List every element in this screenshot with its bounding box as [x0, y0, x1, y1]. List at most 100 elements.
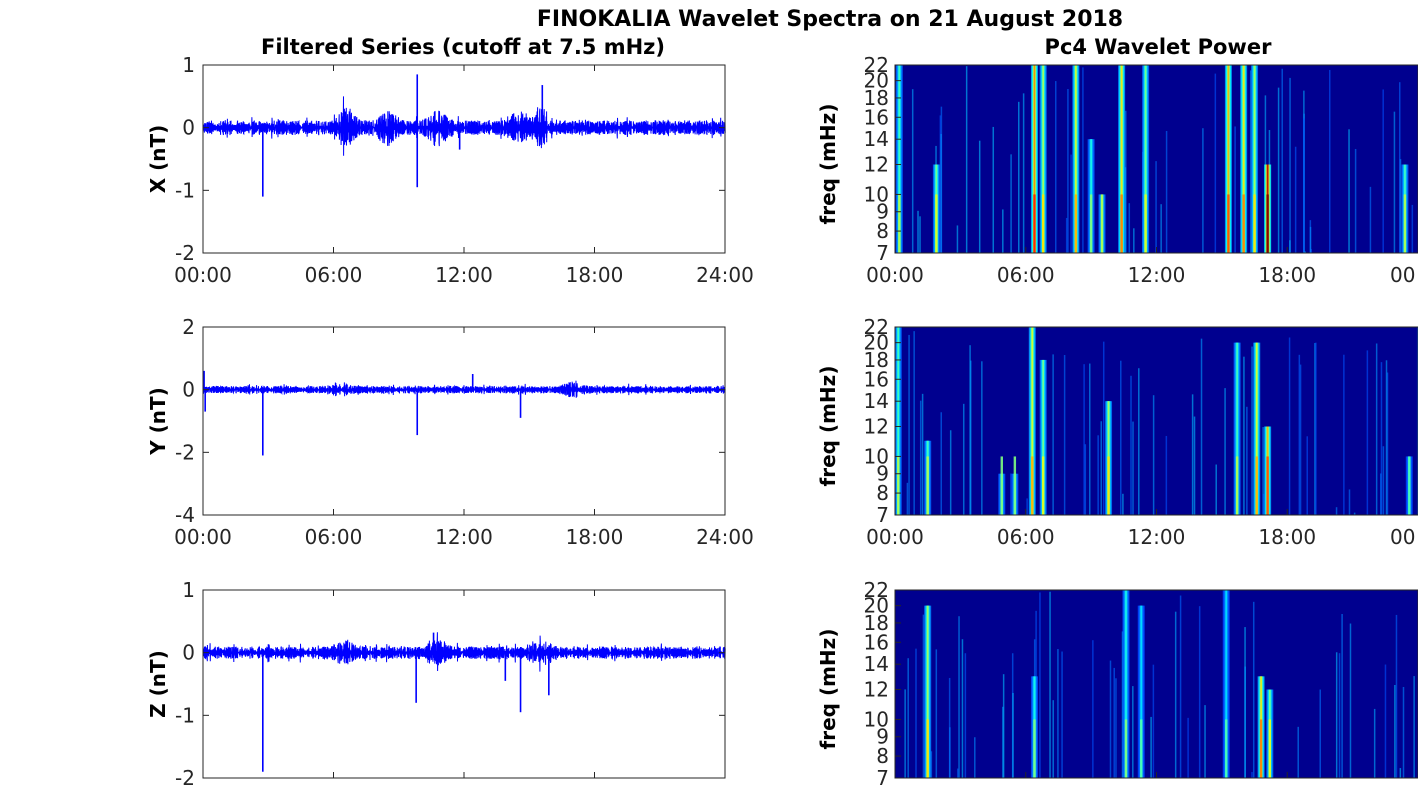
heatmap-streak — [1125, 590, 1127, 778]
y-tick-label: -2 — [175, 241, 195, 265]
heatmap-cell — [1299, 364, 1302, 515]
heatmap-cell — [1215, 464, 1217, 515]
heatmap-cell — [919, 216, 921, 253]
heatmap-cell — [1277, 87, 1280, 254]
heatmap-cell — [1049, 591, 1051, 778]
heatmap-streak — [897, 327, 900, 515]
heatmap-streak — [1253, 65, 1256, 253]
series-line — [202, 380, 726, 398]
y-tick-label: 8 — [876, 744, 889, 768]
heatmap-cell — [1335, 652, 1338, 778]
heatmap-streak-core — [1140, 719, 1143, 778]
heatmap-cell — [1394, 684, 1396, 778]
heatmap-cell — [1138, 368, 1140, 515]
x-tick-label: 00:00 — [866, 525, 924, 549]
heatmap-streak-core — [1013, 456, 1017, 515]
heatmap-cell — [1386, 372, 1389, 515]
heatmap-cell — [1070, 154, 1072, 253]
heatmap-cell — [1191, 394, 1194, 515]
heatmap-streak-core — [898, 194, 901, 253]
heatmap-cell — [974, 737, 976, 778]
heatmap-cell — [1214, 73, 1217, 253]
y-tick-label: 14 — [864, 652, 889, 676]
y-tick-label: -4 — [175, 503, 195, 527]
y-tick-label: 12 — [864, 678, 889, 702]
heatmap-streak — [1255, 342, 1258, 515]
heatmap-streak-core — [1031, 456, 1034, 515]
x-tick-label: 18:00 — [1258, 525, 1316, 549]
heatmap-cell — [1304, 251, 1307, 253]
heatmap-streak-core — [1235, 456, 1239, 515]
heatmap-cell — [921, 393, 924, 515]
heatmap-cell — [948, 677, 951, 778]
y-tick-label: 0 — [182, 641, 195, 665]
heatmap-cell — [1234, 126, 1236, 253]
heatmap-cell — [1250, 70, 1252, 254]
heatmap-cell — [1132, 421, 1134, 515]
y-axis-label: Y (nT) — [146, 387, 170, 456]
heatmap-streak — [1042, 65, 1044, 253]
heatmap-cell — [1057, 649, 1059, 778]
heatmap-cell — [1150, 716, 1152, 778]
timeseries-panel-3: 1 0 -1 -2 Z (nT) — [146, 578, 726, 788]
heatmap-cell — [1393, 111, 1396, 254]
x-tick-label: 00 — [1390, 525, 1415, 549]
heatmap-cell — [1179, 595, 1182, 778]
y-tick-label: -2 — [175, 766, 195, 788]
heatmap-cell — [1120, 360, 1122, 515]
x-tick-label: 06:00 — [997, 525, 1055, 549]
heatmap-cell — [1385, 360, 1388, 515]
heatmap-cell — [1010, 154, 1012, 253]
heatmap-cell — [965, 66, 968, 254]
heatmap-cell — [1204, 705, 1206, 778]
y-tick-label: 16 — [864, 105, 889, 129]
heatmap-cell — [1338, 653, 1341, 778]
heatmap-background — [895, 590, 1418, 778]
heatmap-cell — [1109, 660, 1112, 778]
heatmap-cell — [922, 614, 925, 778]
heatmap-cell — [957, 768, 959, 778]
heatmap-cell — [1100, 421, 1102, 515]
y-tick-label: 1 — [182, 578, 195, 602]
x-tick-label: 00 — [1390, 263, 1415, 287]
heatmap-cell — [1165, 435, 1168, 515]
heatmap-streak — [1075, 65, 1077, 253]
heatmap-cell — [961, 639, 964, 778]
heatmap-cell — [1115, 678, 1117, 778]
heatmap-cell — [964, 653, 967, 778]
heatmap-cell — [1411, 204, 1414, 253]
heatmap-cell — [1010, 473, 1012, 515]
heatmap-streak-core — [1144, 194, 1147, 253]
heatmap-cell — [1416, 327, 1418, 515]
y-tick-label: 12 — [864, 415, 889, 439]
y-tick-label: 14 — [864, 127, 889, 151]
figure-title: FINOKALIA Wavelet Spectra on 21 August 2… — [537, 7, 1123, 32]
heatmap-streak — [1120, 65, 1123, 253]
heatmap-streak-core — [935, 194, 938, 253]
heatmap-streak-core — [1089, 194, 1093, 253]
heatmap-cell — [907, 658, 909, 778]
y-axis-label: X (nT) — [146, 125, 170, 194]
x-tick-label: 00:00 — [866, 263, 924, 287]
x-tick-label: 18:00 — [566, 525, 624, 549]
x-tick-label: 06:00 — [305, 525, 363, 549]
heatmap-cell — [1155, 161, 1157, 253]
heatmap-cell — [1319, 689, 1321, 778]
y-tick-label: 18 — [864, 86, 889, 110]
heatmap-cell — [981, 361, 983, 515]
heatmap-streak-core — [926, 719, 929, 778]
y-tick-label: 7 — [876, 241, 889, 265]
heatmap-cell — [1128, 203, 1131, 253]
heatmap-cell — [1202, 128, 1204, 253]
heatmap-cell — [1353, 512, 1356, 515]
panels: 10-1-200:00 06:00 12:00 18:00 24:00X (nT)222… — [146, 53, 1418, 788]
heatmap-cell — [1133, 228, 1135, 253]
heatmap-cell — [1329, 69, 1331, 253]
heatmap-cell — [1012, 692, 1014, 778]
heatmap-cell — [1152, 664, 1155, 778]
heatmap-streak-core — [1403, 194, 1407, 253]
heatmap-streak — [1033, 65, 1036, 253]
heatmap-cell — [1198, 606, 1201, 778]
heatmap-cell — [958, 616, 960, 778]
